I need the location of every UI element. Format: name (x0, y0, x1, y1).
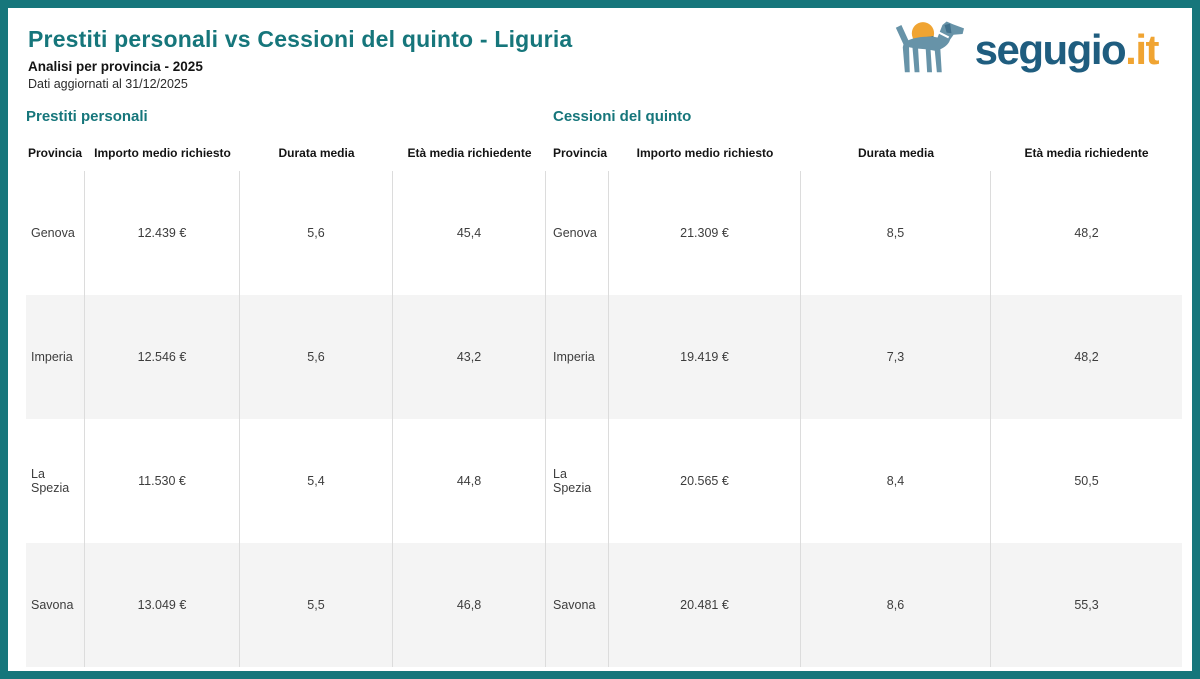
table-row: Savona 13.049 € 5,5 46,8 (26, 543, 546, 667)
cell-provincia: La Spezia (546, 419, 609, 543)
column-header-eta: Età media richiedente (1024, 146, 1149, 160)
cell-durata: 7,3 (801, 295, 991, 419)
cell-eta: 48,2 (1074, 226, 1099, 240)
cell-eta: 45,4 (393, 171, 546, 295)
report-header: Prestiti personali vs Cessioni del quint… (28, 26, 572, 91)
cell-durata: 5,4 (240, 419, 393, 543)
cell-eta: 48,2 (1074, 350, 1099, 364)
cell-importo: 12.439 € (85, 171, 240, 295)
table-row: Genova 12.439 € 5,6 45,4 (26, 171, 546, 295)
cell-durata: 5,5 (240, 543, 393, 667)
section-title-prestiti: Prestiti personali (26, 108, 148, 125)
segugio-logo[interactable]: segugio.it (893, 18, 1159, 82)
cell-eta: 46,8 (393, 543, 546, 667)
cell-provincia: Genova (546, 171, 609, 295)
cell-eta: 43,2 (393, 295, 546, 419)
logo-wordmark: segugio (974, 26, 1127, 73)
cell-durata: 8,5 (801, 171, 991, 295)
cell-durata: 5,6 (240, 295, 393, 419)
table-body: Genova 21.309 € 8,5 48,2 Imperia 19.419 … (546, 171, 1182, 667)
cell-eta: 50,5 (1074, 474, 1099, 488)
cell-importo: 21.309 € (609, 171, 801, 295)
cell-importo: 11.530 € (85, 419, 240, 543)
table-row: Genova 21.309 € 8,5 48,2 (546, 171, 1182, 295)
cell-durata: 5,6 (240, 171, 393, 295)
cell-provincia: Savona (26, 543, 85, 667)
column-header-durata: Durata media (857, 146, 935, 160)
table-header-row: Provincia Importo medio richiesto Durata… (546, 146, 1182, 161)
column-header-durata: Durata media (278, 146, 355, 160)
cell-eta: 44,8 (393, 419, 546, 543)
cell-importo: 19.419 € (609, 295, 801, 419)
cell-durata: 8,4 (801, 419, 991, 543)
segugio-dog-icon (895, 21, 964, 73)
cell-importo: 12.546 € (85, 295, 240, 419)
cell-importo: 13.049 € (85, 543, 240, 667)
column-header-importo: Importo medio richiesto (636, 146, 774, 160)
table-row: La Spezia 20.565 € 8,4 50,5 (546, 419, 1182, 543)
cessioni-del-quinto-table: Cessioni del quinto Provincia Importo me… (546, 108, 1182, 667)
cell-importo: 20.481 € (609, 543, 801, 667)
cell-provincia: Savona (546, 543, 609, 667)
cell-provincia: La Spezia (26, 419, 85, 543)
column-header-importo: Importo medio richiesto (94, 146, 231, 160)
page-title: Prestiti personali vs Cessioni del quint… (28, 26, 573, 52)
column-header-provincia: Provincia (28, 146, 83, 160)
cell-importo: 20.565 € (609, 419, 801, 543)
page-subtitle: Analisi per provincia - 2025 (28, 59, 203, 74)
table-row: Savona 20.481 € 8,6 55,3 (546, 543, 1182, 667)
data-updated-label: Dati aggiornati al 31/12/2025 (28, 77, 188, 91)
cell-provincia: Genova (26, 171, 85, 295)
column-header-eta: Età media richiedente (407, 146, 532, 160)
cell-eta: 55,3 (1074, 598, 1099, 612)
table-row: Imperia 12.546 € 5,6 43,2 (26, 295, 546, 419)
tables-area: Prestiti personali Provincia Importo med… (26, 108, 1182, 667)
prestiti-personali-table: Prestiti personali Provincia Importo med… (26, 108, 546, 667)
table-row: Imperia 19.419 € 7,3 48,2 (546, 295, 1182, 419)
cell-durata: 8,6 (801, 543, 991, 667)
table-body: Genova 12.439 € 5,6 45,4 Imperia 12.546 … (26, 171, 546, 667)
logo-tld: .it (1125, 26, 1159, 73)
table-row: La Spezia 11.530 € 5,4 44,8 (26, 419, 546, 543)
section-title-cessioni: Cessioni del quinto (553, 108, 692, 125)
column-header-provincia: Provincia (553, 146, 608, 160)
cell-provincia: Imperia (26, 295, 85, 419)
table-header-row: Provincia Importo medio richiesto Durata… (26, 146, 546, 161)
cell-provincia: Imperia (546, 295, 609, 419)
